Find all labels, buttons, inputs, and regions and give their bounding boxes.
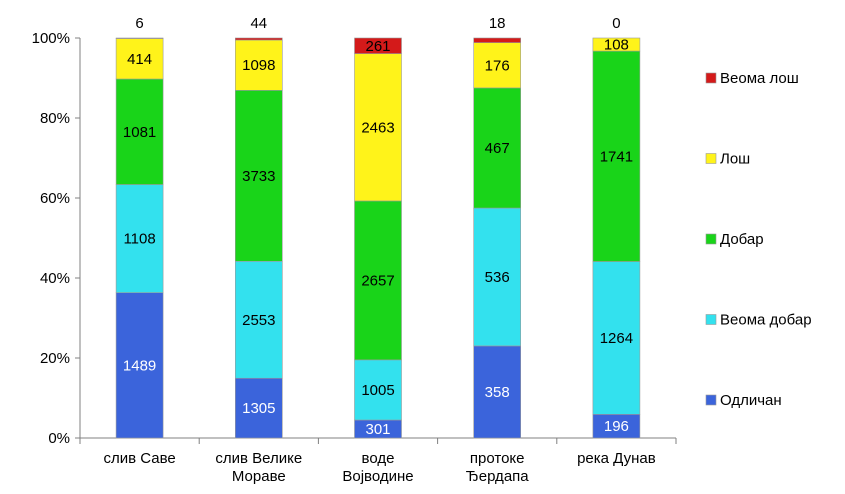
y-tick-label: 60% xyxy=(40,190,70,207)
bar-segment xyxy=(354,359,402,421)
legend-item: Лош xyxy=(705,151,750,168)
x-category-label: слив Саве xyxy=(103,450,175,467)
x-category-label: река Дунав xyxy=(577,450,656,467)
y-tick-label: 80% xyxy=(40,110,70,127)
x-category-label: Мораве xyxy=(232,468,286,485)
bar-segment xyxy=(235,260,283,379)
bar-segment xyxy=(235,377,283,439)
segment-value-label: 261 xyxy=(365,38,390,55)
bar-segment xyxy=(473,87,522,209)
segment-value-label: 467 xyxy=(485,140,510,157)
axes: 0% 20% 40% 60% 80% 100% слив Саве слив ВеликеМо… xyxy=(32,30,677,485)
legend-label: Веома добар xyxy=(720,312,812,329)
bar-segment xyxy=(115,37,164,39)
legend-item: Веома добар xyxy=(705,312,812,329)
segment-value-label: 1489 xyxy=(123,357,156,374)
bar-segment xyxy=(592,37,641,52)
legend-swatch xyxy=(705,314,717,325)
bar-segment xyxy=(592,261,641,415)
bar-segment xyxy=(354,200,402,361)
segment-value-label: 536 xyxy=(485,269,510,286)
segment-value-label: 1005 xyxy=(361,382,394,399)
top-value-label: 6 xyxy=(135,15,143,32)
x-category-label: воде xyxy=(362,450,395,467)
x-category-label: слив Велике xyxy=(215,450,302,467)
segment-value-label: 2657 xyxy=(361,272,394,289)
top-value-label: 0 xyxy=(612,15,620,32)
x-category-label: Војводине xyxy=(342,468,413,485)
y-tick-label: 100% xyxy=(32,30,70,47)
legend-swatch xyxy=(705,72,717,84)
x-category-label: Ђердапа xyxy=(466,468,530,485)
bar-segment xyxy=(473,42,522,89)
bar-segment xyxy=(115,292,164,439)
bars xyxy=(115,37,641,439)
segment-value-label: 1098 xyxy=(242,57,275,74)
legend-label: Одличан xyxy=(720,392,782,409)
legend-item: Веома лош xyxy=(705,70,799,87)
x-category-label: протоке xyxy=(470,450,525,467)
segment-value-label: 414 xyxy=(127,51,152,68)
y-tick-label: 40% xyxy=(40,270,70,287)
segment-value-label: 358 xyxy=(485,384,510,401)
segment-value-label: 1108 xyxy=(123,231,155,248)
segment-value-label: 108 xyxy=(604,37,629,54)
bar-segment xyxy=(115,78,164,185)
labels: 1489 1108 1081 414 6 1305 2553 3733 1098 44 301 100… xyxy=(123,15,633,438)
segment-value-label: 1305 xyxy=(242,400,275,417)
legend-label: Лош xyxy=(720,151,750,168)
segment-value-label: 301 xyxy=(365,421,390,438)
y-tick-label: 0% xyxy=(48,430,70,447)
bar-segment xyxy=(115,184,164,293)
bar-segment xyxy=(235,37,283,41)
bar-segment xyxy=(473,37,522,43)
bar-segment xyxy=(354,37,402,54)
bar-segment xyxy=(473,207,522,347)
legend-label: Добар xyxy=(720,231,764,248)
segment-value-label: 1081 xyxy=(123,124,156,141)
legend-swatch xyxy=(705,233,717,245)
segment-value-label: 1741 xyxy=(600,148,633,165)
segment-value-label: 196 xyxy=(604,418,629,435)
segment-value-label: 2463 xyxy=(361,119,394,136)
segment-value-label: 2553 xyxy=(242,312,275,329)
legend-swatch xyxy=(705,153,717,164)
legend: Веома лош Лош Добар Веома добар Одличан xyxy=(705,70,812,409)
bar-segment xyxy=(115,38,164,80)
top-value-label: 18 xyxy=(489,15,506,32)
legend-swatch xyxy=(705,394,717,406)
segment-value-label: 3733 xyxy=(242,168,275,185)
legend-label: Веома лош xyxy=(720,70,799,87)
y-tick-label: 20% xyxy=(40,350,70,367)
bar-segment xyxy=(235,90,283,262)
segment-value-label: 1264 xyxy=(600,330,633,347)
legend-item: Одличан xyxy=(705,392,782,409)
legend-item: Добар xyxy=(705,231,764,248)
top-value-label: 44 xyxy=(250,15,267,32)
segment-value-label: 176 xyxy=(485,57,510,74)
bar-segment xyxy=(235,39,283,91)
